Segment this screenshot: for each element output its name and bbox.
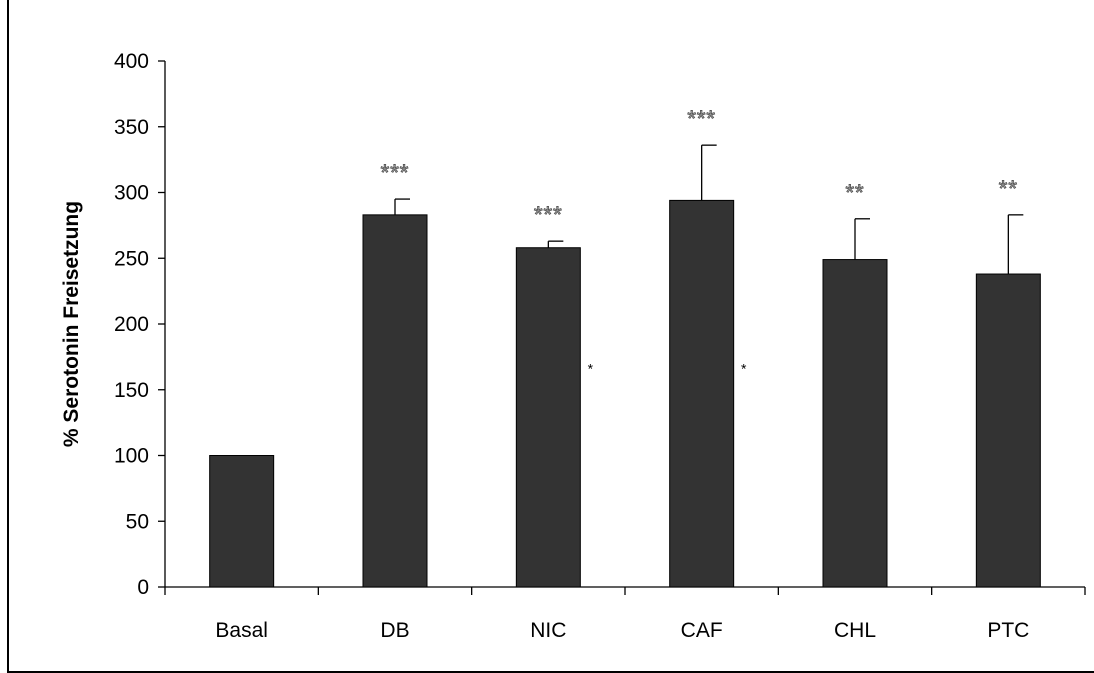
x-tick-label: NIC: [530, 619, 566, 642]
bar: [822, 259, 888, 588]
y-tick-label: 50: [126, 510, 149, 533]
bar: [515, 247, 581, 588]
x-tick-label: CHL: [834, 619, 876, 642]
significance-marker: **: [999, 176, 1018, 201]
bar: [975, 273, 1041, 588]
bar: [669, 199, 735, 588]
y-tick-label: 0: [137, 576, 149, 599]
inner-marker: *: [588, 360, 594, 376]
x-tick-label: DB: [380, 619, 409, 642]
y-tick-label: 300: [114, 182, 149, 205]
chart-frame: [7, 0, 1094, 673]
significance-marker: **: [845, 180, 864, 205]
x-tick-label: CAF: [681, 619, 723, 642]
significance-marker: ***: [534, 202, 563, 227]
inner-marker: *: [741, 360, 747, 376]
y-tick-label: 200: [114, 313, 149, 336]
x-tick-label: PTC: [987, 619, 1029, 642]
y-axis-label: % Serotonin Freisetzung: [60, 201, 83, 447]
significance-marker: ***: [687, 106, 716, 131]
y-tick-label: 100: [114, 445, 149, 468]
bar: [209, 455, 275, 588]
x-tick-label: Basal: [215, 619, 268, 642]
y-tick-label: 350: [114, 116, 149, 139]
y-tick-label: 150: [114, 379, 149, 402]
significance-marker: ***: [381, 160, 410, 185]
y-tick-label: 400: [114, 50, 149, 73]
y-tick-label: 250: [114, 247, 149, 270]
bar: [362, 214, 428, 588]
